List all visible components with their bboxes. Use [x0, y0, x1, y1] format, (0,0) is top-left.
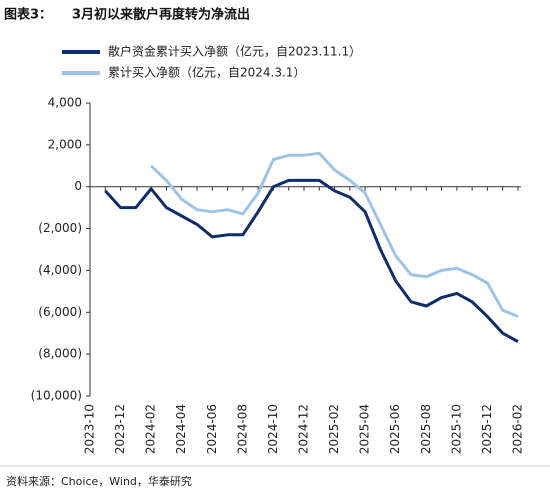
- legend-label: 散户资金累计买入净额（亿元，自2023.11.1）: [108, 44, 361, 59]
- x-tick-label: 2023-12: [113, 404, 127, 454]
- x-tick-label: 2024-06: [205, 404, 219, 454]
- y-tick-label: (10,000): [31, 389, 82, 403]
- x-tick-label: 2026-02: [511, 404, 525, 454]
- y-tick-label: 2,000: [48, 137, 82, 151]
- y-tick-label: (6,000): [38, 305, 82, 319]
- x-tick-label: 2025-12: [480, 404, 494, 454]
- x-tick-label: 2025-04: [358, 404, 372, 454]
- x-tick-label: 2024-04: [174, 404, 188, 454]
- figure-label: 图表3：: [4, 7, 52, 23]
- x-tick-label: 2024-02: [144, 404, 158, 454]
- y-tick-label: 4,000: [48, 96, 82, 110]
- x-tick-label: 2024-08: [235, 404, 249, 454]
- y-tick-label: (4,000): [38, 263, 82, 277]
- x-tick-label: 2025-06: [388, 404, 402, 454]
- x-tick-label: 2024-12: [297, 404, 311, 454]
- x-tick-label: 2024-10: [266, 404, 280, 454]
- y-tick-label: (2,000): [38, 221, 82, 235]
- source: 资料来源：Choice，Wind，华泰研究: [6, 474, 192, 488]
- legend-label: 累计买入净额（亿元，自2024.3.1）: [108, 65, 305, 80]
- x-tick-label: 2023-10: [83, 404, 97, 454]
- series-line: [150, 151, 519, 318]
- chart-title: 3月初以来散户再度转为净流出: [72, 7, 250, 23]
- x-tick-label: 2025-08: [419, 404, 433, 454]
- y-tick-label: (8,000): [38, 347, 82, 361]
- x-tick-label: 2025-02: [327, 404, 341, 454]
- x-tick-label: 2025-10: [449, 404, 463, 454]
- series-line: [104, 178, 519, 343]
- y-tick-label: 0: [74, 179, 82, 193]
